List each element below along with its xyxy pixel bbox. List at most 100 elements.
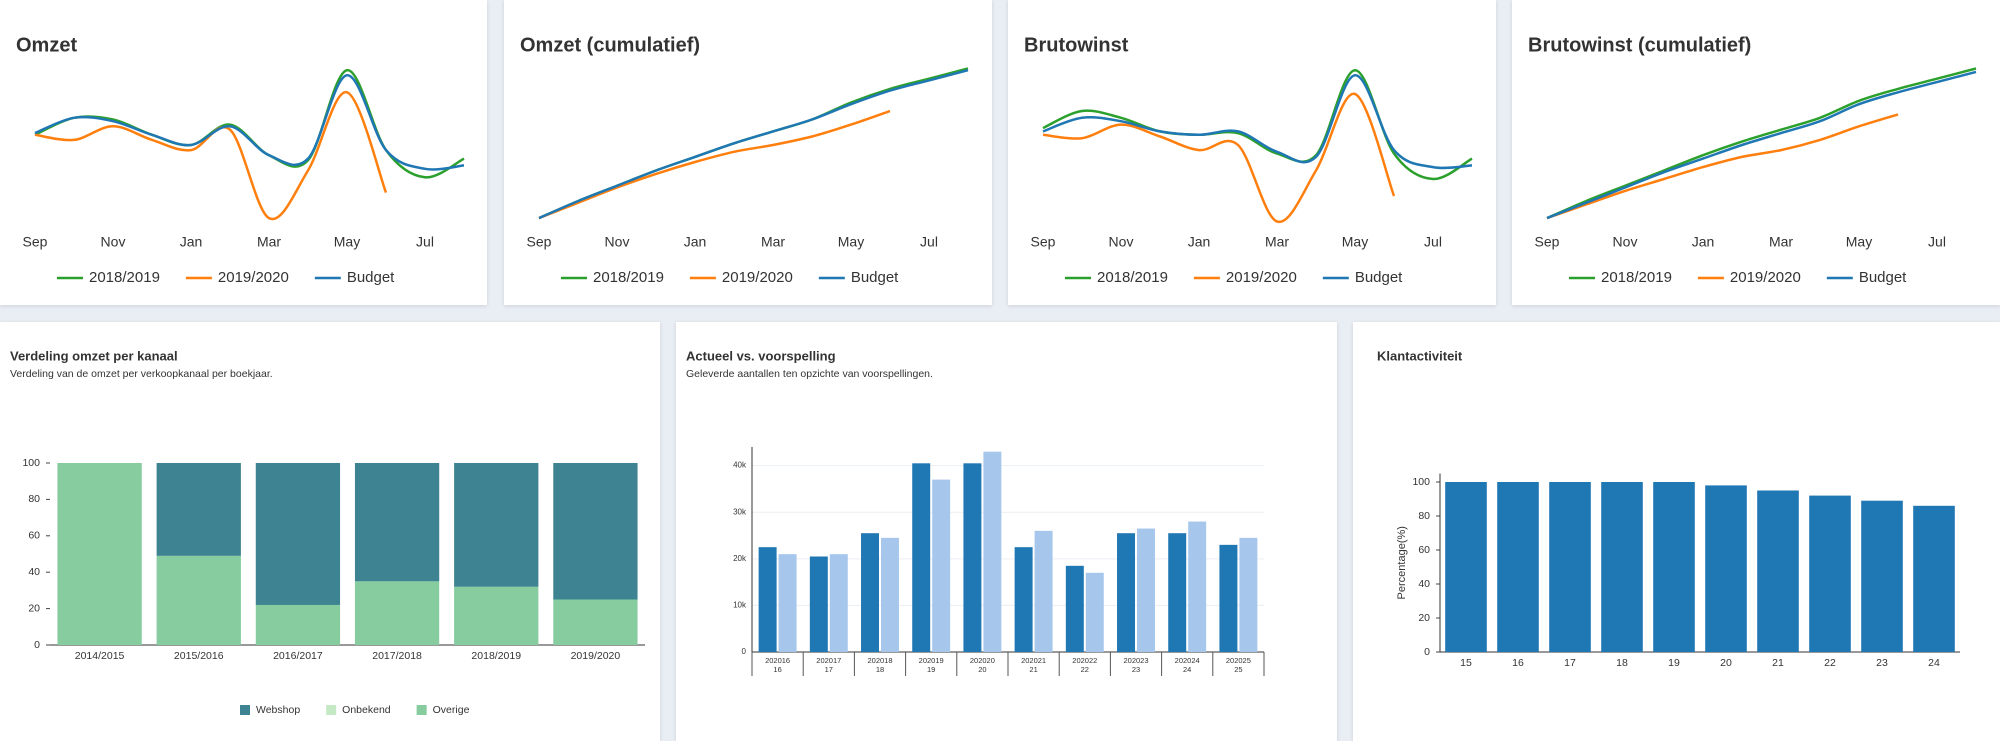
bar-segment <box>255 463 341 605</box>
bar <box>1085 572 1104 652</box>
bar <box>1913 505 1955 652</box>
x-tick-label: Jan <box>1188 234 1211 250</box>
legend-swatch <box>240 705 250 715</box>
bar <box>1601 482 1643 652</box>
x-tick-label: Sep <box>1031 234 1056 250</box>
x-tick-label: Nov <box>1109 234 1134 250</box>
y-tick-label: 0 <box>34 639 40 651</box>
x-tick-label: 23 <box>1876 657 1888 669</box>
x-tick-label: 2016/2017 <box>273 650 323 662</box>
x-tick-label: 202021 <box>1021 656 1046 665</box>
x-tick-sublabel: 18 <box>876 665 884 674</box>
bar <box>1239 537 1258 652</box>
x-tick-label: 202022 <box>1072 656 1097 665</box>
chart-title: Verdeling omzet per kanaal <box>10 348 178 363</box>
chart-card: Brutowinst Sep Nov Jan Mar May Jul 2018/2019 201… <box>1008 0 1496 305</box>
legend-label: Budget <box>347 269 395 286</box>
chart-title: Actueel vs. voorspelling <box>686 348 836 363</box>
x-tick-label: Nov <box>605 234 630 250</box>
chart-subtitle: Geleverde aantallen ten opzichte van voo… <box>686 368 933 380</box>
line-series <box>538 109 891 220</box>
legend-label: 2019/2020 <box>722 269 793 286</box>
y-tick-label: 30k <box>733 507 747 516</box>
x-tick-label: Jan <box>180 234 203 250</box>
y-tick-label: 60 <box>1418 544 1430 556</box>
bar <box>963 463 982 652</box>
legend-label: 2019/2020 <box>1730 269 1801 286</box>
x-tick-label: Sep <box>23 234 48 250</box>
bar <box>1137 528 1155 652</box>
x-tick-sublabel: 23 <box>1132 665 1140 674</box>
x-tick-label: 19 <box>1668 657 1680 669</box>
x-tick-label: Sep <box>1535 234 1560 250</box>
x-tick-label: Mar <box>257 234 281 250</box>
bar <box>1653 482 1695 652</box>
x-tick-label: Jan <box>1692 234 1715 250</box>
bar <box>1445 482 1487 652</box>
bar <box>1705 485 1747 652</box>
chart-title: Omzet <box>16 34 77 56</box>
x-tick-label: 202023 <box>1123 656 1148 665</box>
legend-label: 2018/2019 <box>89 269 160 286</box>
bar <box>1809 495 1851 652</box>
bar <box>809 556 828 652</box>
chart-card: Verdeling omzet per kanaal Verdeling van … <box>0 322 660 741</box>
y-tick-label: 80 <box>28 493 40 505</box>
bar-segment <box>354 463 440 582</box>
legend-label: 2018/2019 <box>593 269 664 286</box>
line-series <box>1042 74 1473 170</box>
bar-segment <box>553 463 638 600</box>
x-tick-label: Jul <box>1424 234 1442 250</box>
chart: Verdeling omzet per kanaal Verdeling van … <box>10 348 645 716</box>
y-tick-label: 40k <box>733 461 747 470</box>
x-tick-label: 202025 <box>1226 656 1251 665</box>
bar-segment <box>255 604 341 645</box>
x-tick-label: 21 <box>1772 657 1784 669</box>
bar <box>1549 482 1591 652</box>
y-axis-label: Percentage(%) <box>1396 526 1408 599</box>
bar-segment <box>57 463 142 645</box>
x-tick-label: May <box>1846 234 1872 250</box>
bar <box>881 537 899 652</box>
x-tick-label: 2017/2018 <box>372 650 422 662</box>
x-tick-label: 202017 <box>816 656 841 665</box>
x-tick-label: 2015/2016 <box>174 650 224 662</box>
bar <box>1034 530 1053 652</box>
y-tick-label: 40 <box>28 566 40 578</box>
bar-segment <box>454 586 539 645</box>
line-series <box>538 68 969 220</box>
x-tick-sublabel: 19 <box>927 665 935 674</box>
bar-segment <box>553 599 638 645</box>
x-tick-label: 2014/2015 <box>75 650 125 662</box>
chart: Actueel vs. voorspelling Geleverde aantal… <box>686 348 1265 676</box>
bar <box>932 479 951 652</box>
chart-card: Klantactiviteit 0 20 40 60 80 100 Percentage(%)… <box>1353 322 2000 741</box>
y-tick-label: 100 <box>1412 476 1430 488</box>
x-tick-label: 202016 <box>765 656 790 665</box>
y-tick-label: 20k <box>733 554 747 563</box>
bar <box>1117 533 1135 652</box>
bar <box>1757 490 1799 652</box>
y-tick-label: 20 <box>28 602 40 614</box>
line-series <box>1042 92 1396 223</box>
x-tick-label: 202019 <box>919 656 944 665</box>
bar-segment <box>156 463 241 556</box>
legend-swatch <box>326 705 337 715</box>
x-tick-label: 22 <box>1824 657 1836 669</box>
bar <box>1219 544 1238 652</box>
bar-segment <box>454 463 539 587</box>
x-tick-sublabel: 25 <box>1234 665 1242 674</box>
chart-card: Actueel vs. voorspelling Geleverde aantal… <box>676 322 1337 741</box>
bar <box>1497 482 1539 652</box>
line-series <box>1042 68 1473 181</box>
y-tick-label: 20 <box>1418 612 1430 624</box>
x-tick-label: Nov <box>101 234 126 250</box>
y-tick-label: 10k <box>733 601 747 610</box>
bar <box>1014 547 1033 652</box>
bar <box>778 554 797 652</box>
x-tick-label: Jul <box>1928 234 1946 250</box>
line-series <box>34 91 388 221</box>
y-tick-label: 60 <box>28 530 40 542</box>
bar <box>1065 565 1084 652</box>
